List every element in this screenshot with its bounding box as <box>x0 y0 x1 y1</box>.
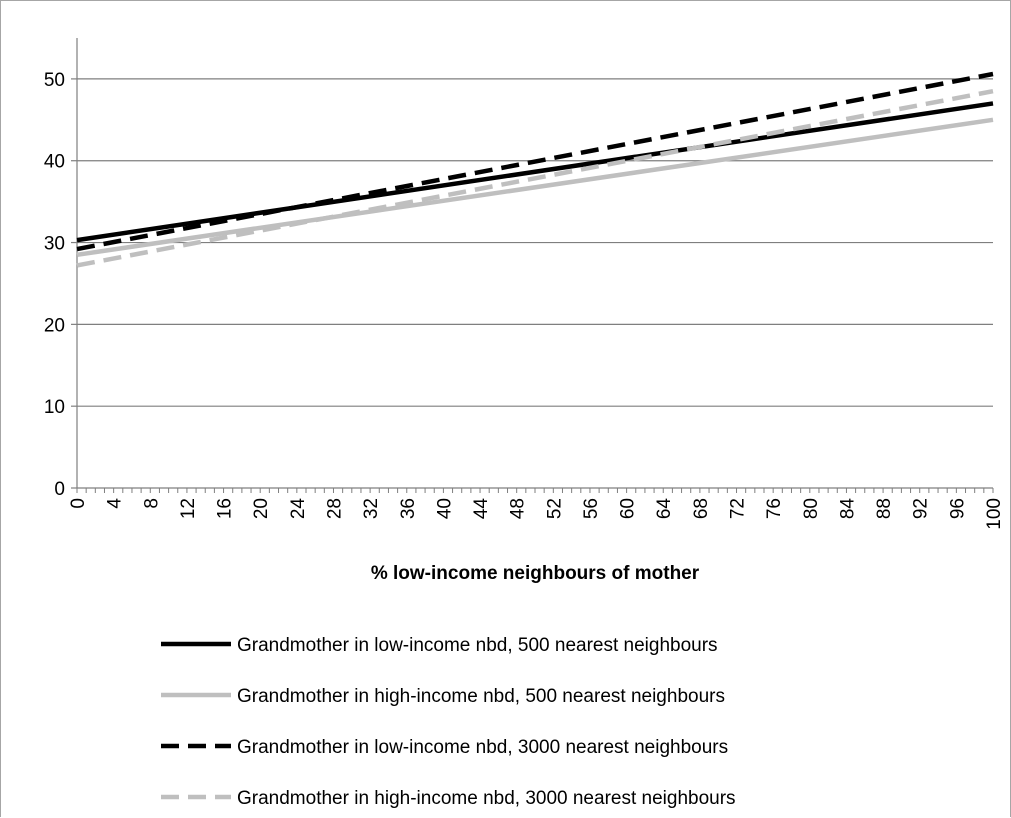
x-tick-label: 0 <box>68 498 89 509</box>
x-axis-title: % low-income neighbours of mother <box>371 563 700 584</box>
y-tick-label: 20 <box>44 315 65 336</box>
y-tick-labels: 0 10 20 30 40 50 <box>44 70 65 500</box>
y-tick-label: 40 <box>44 152 65 173</box>
x-tick-label: 72 <box>728 498 749 519</box>
legend-label-4: Grandmother in high-income nbd, 3000 nea… <box>237 788 736 809</box>
x-tick-label: 4 <box>105 498 126 509</box>
x-tick-label: 88 <box>874 498 895 519</box>
legend-label-1: Grandmother in low-income nbd, 500 neare… <box>237 635 718 656</box>
x-tick-label: 64 <box>654 498 675 520</box>
x-tick-label: 8 <box>141 498 162 509</box>
x-tick-label: 76 <box>764 498 785 519</box>
legend: Grandmother in low-income nbd, 500 neare… <box>161 635 736 809</box>
gridlines <box>77 78 993 407</box>
x-tick-label: 56 <box>581 498 602 519</box>
series-line-4 <box>76 88 994 268</box>
x-tick-label: 80 <box>801 498 822 519</box>
x-tick-label: 12 <box>178 498 199 519</box>
x-tick-label: 60 <box>618 498 639 519</box>
x-tick-label: 32 <box>361 498 382 519</box>
x-tick-label: 24 <box>288 498 309 520</box>
x-tick-label: 20 <box>251 498 272 519</box>
x-tick-label: 44 <box>471 498 492 520</box>
x-tick-label: 48 <box>508 498 529 519</box>
x-tick-label: 92 <box>911 498 932 519</box>
series-lines <box>76 71 994 268</box>
series-line-2 <box>76 117 994 258</box>
series-line-1 <box>76 101 994 243</box>
series-line-3 <box>76 71 994 252</box>
y-tick-label: 50 <box>44 70 65 91</box>
legend-label-3: Grandmother in low-income nbd, 3000 near… <box>237 737 728 758</box>
x-tick-label: 52 <box>544 498 565 519</box>
y-tick-label: 10 <box>44 397 65 418</box>
x-tick-label: 28 <box>324 498 345 519</box>
x-tick-label: 68 <box>691 498 712 519</box>
y-tick-label: 30 <box>44 234 65 255</box>
x-tick-label: 96 <box>947 498 968 519</box>
x-tick-label: 100 <box>984 498 1005 530</box>
y-tick-label: 0 <box>54 479 65 500</box>
x-tick-labels: 0 4 8 12 16 20 24 28 32 36 40 44 48 52 56 60 64 68 72 76 80 8… <box>68 498 1005 530</box>
x-tick-label: 36 <box>398 498 419 519</box>
legend-label-2: Grandmother in high-income nbd, 500 near… <box>237 686 725 707</box>
x-tick-label: 16 <box>215 498 236 519</box>
x-tick-label: 40 <box>434 498 455 519</box>
x-tick-label: 84 <box>837 498 858 520</box>
axes <box>71 38 994 493</box>
